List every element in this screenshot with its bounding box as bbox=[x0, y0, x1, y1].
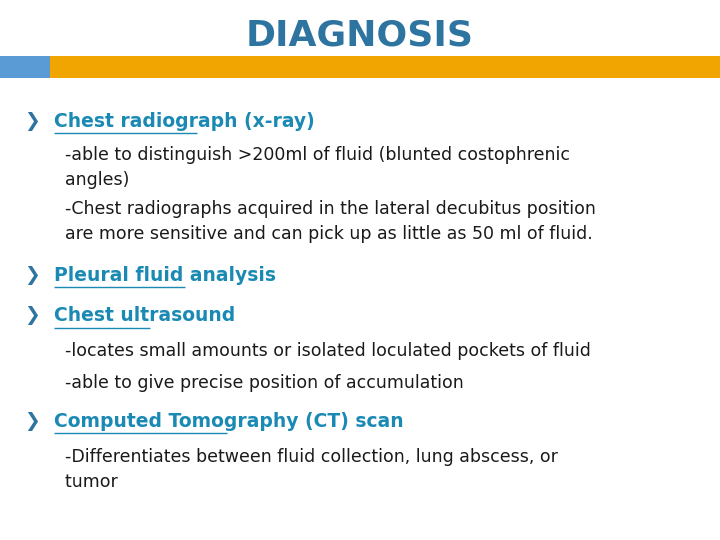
Text: -locates small amounts or isolated loculated pockets of fluid: -locates small amounts or isolated locul… bbox=[54, 342, 591, 360]
Bar bbox=[0, 56, 50, 78]
Text: -Chest radiographs acquired in the lateral decubitus position
  are more sensiti: -Chest radiographs acquired in the later… bbox=[54, 200, 596, 243]
Text: -able to distinguish >200ml of fluid (blunted costophrenic
  angles): -able to distinguish >200ml of fluid (bl… bbox=[54, 146, 570, 189]
Text: -Differentiates between fluid collection, lung abscess, or
  tumor: -Differentiates between fluid collection… bbox=[54, 448, 558, 491]
Text: DIAGNOSIS: DIAGNOSIS bbox=[246, 18, 474, 52]
Text: Chest ultrasound: Chest ultrasound bbox=[54, 306, 235, 326]
Text: ❯: ❯ bbox=[24, 306, 40, 326]
Text: Pleural fluid analysis: Pleural fluid analysis bbox=[54, 266, 276, 285]
Text: Chest radiograph (x-ray): Chest radiograph (x-ray) bbox=[54, 112, 315, 131]
Text: Computed Tomography (CT) scan: Computed Tomography (CT) scan bbox=[54, 411, 404, 431]
Text: ❯: ❯ bbox=[24, 266, 40, 285]
Text: ❯: ❯ bbox=[24, 112, 40, 131]
Text: ❯: ❯ bbox=[24, 411, 40, 431]
Text: -able to give precise position of accumulation: -able to give precise position of accumu… bbox=[54, 374, 464, 393]
Bar bbox=[50, 56, 720, 78]
